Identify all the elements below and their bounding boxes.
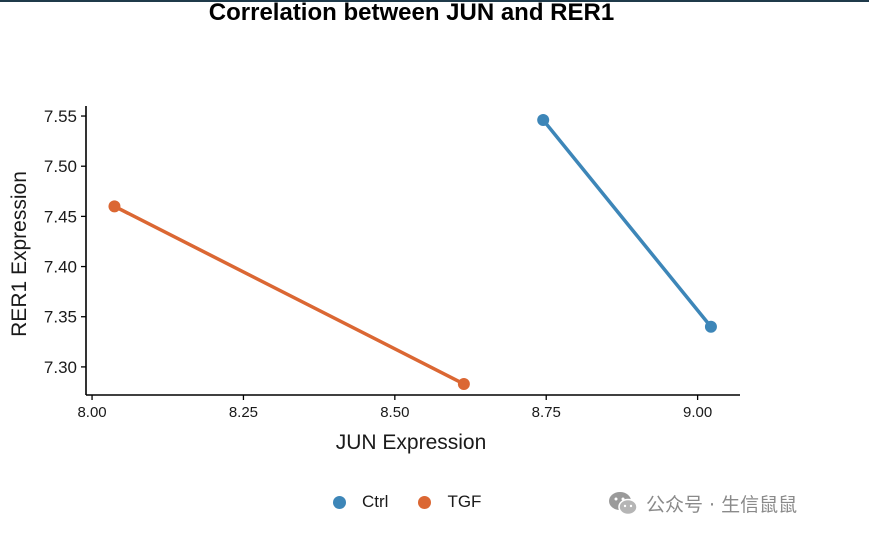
window-top-border xyxy=(0,0,869,2)
watermark: 公众号 · 生信鼠鼠 xyxy=(608,490,797,517)
x-tick-label: 8.00 xyxy=(77,404,106,421)
wechat-icon xyxy=(609,491,638,515)
data-point-ctrl xyxy=(537,114,550,127)
data-point-tgf xyxy=(457,377,470,390)
legend-label-tgf: TGF xyxy=(447,492,482,511)
y-tick-label: 7.40 xyxy=(44,258,77,277)
x-tick-label: 9.00 xyxy=(683,404,712,421)
series-ctrl xyxy=(537,114,717,333)
watermark-text: 公众号 · 生信鼠鼠 xyxy=(646,494,798,516)
x-tick-label: 8.25 xyxy=(229,404,258,421)
data-point-ctrl xyxy=(704,320,717,333)
legend-swatch-ctrl xyxy=(333,495,346,509)
series-layer xyxy=(108,114,717,390)
y-tick-label: 7.50 xyxy=(44,157,77,176)
legend-item-ctrl: Ctrl xyxy=(333,492,388,512)
x-axis-title: JUN Expression xyxy=(336,431,487,454)
x-tick-label: 8.75 xyxy=(532,404,561,421)
y-tick-label: 7.30 xyxy=(44,358,77,377)
chart-title: Correlation between JUN and RER1 xyxy=(208,0,615,26)
legend-swatch-tgf xyxy=(418,495,432,509)
y-ticks: 7.30 7.35 7.40 7.45 7.50 7.55 xyxy=(44,107,86,377)
axes xyxy=(85,106,740,396)
series-line-tgf xyxy=(112,204,466,386)
series-line-ctrl xyxy=(541,118,713,329)
y-tick-label: 7.45 xyxy=(44,207,77,226)
x-tick-label: 8.50 xyxy=(380,404,409,421)
x-ticks: 8.00 8.25 8.50 8.75 9.00 xyxy=(77,395,712,421)
legend: Ctrl TGF xyxy=(333,492,511,512)
data-point-tgf xyxy=(108,200,121,213)
legend-label-ctrl: Ctrl xyxy=(362,492,389,511)
legend-item-tgf: TGF xyxy=(418,492,481,512)
y-tick-label: 7.35 xyxy=(44,308,77,327)
series-tgf xyxy=(108,200,470,390)
y-axis-title: RER1 Expression xyxy=(8,171,31,337)
y-tick-label: 7.55 xyxy=(44,107,77,126)
